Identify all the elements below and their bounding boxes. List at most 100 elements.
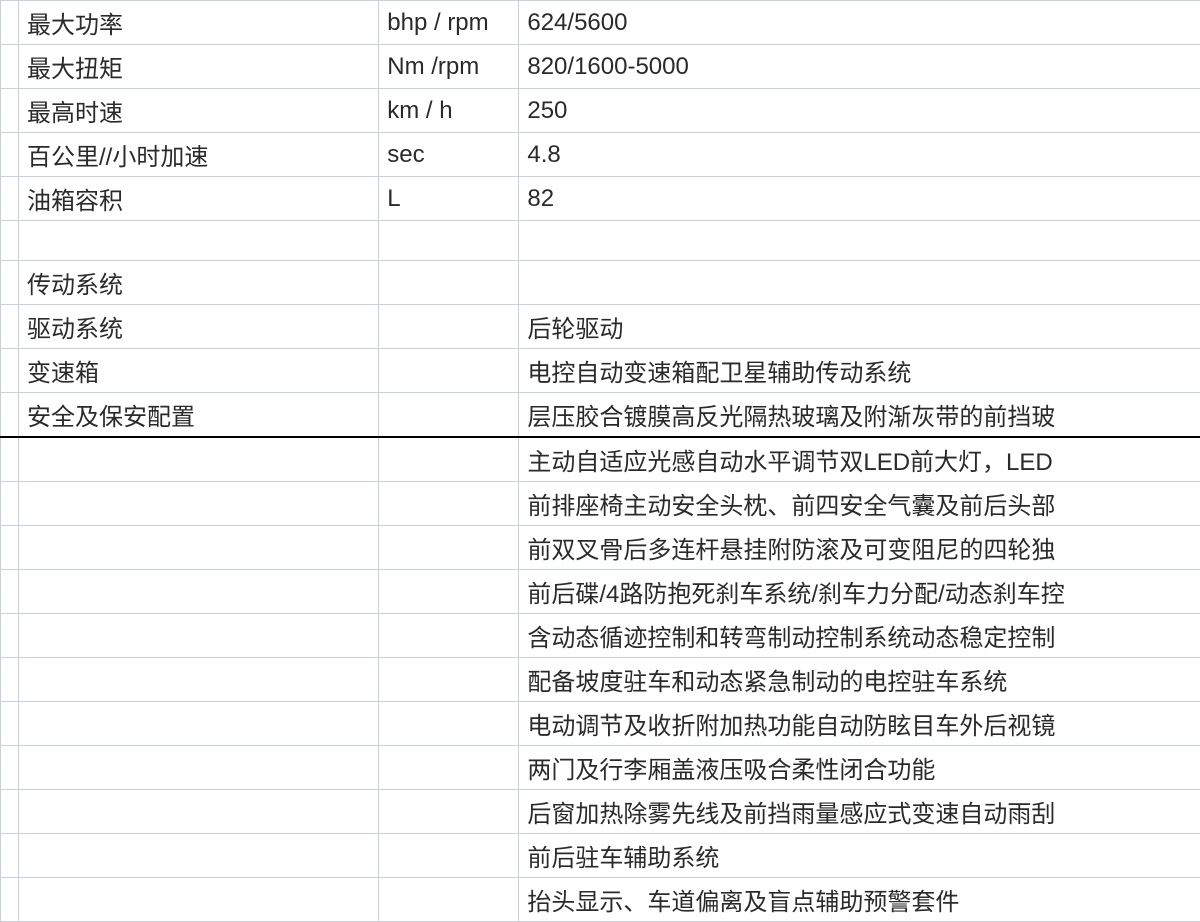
row-gutter [1, 349, 19, 393]
spec-unit [379, 261, 519, 305]
spec-label [19, 790, 379, 834]
spec-unit [379, 570, 519, 614]
spec-unit: Nm /rpm [379, 45, 519, 89]
spec-label [19, 221, 379, 261]
spec-value [519, 261, 1200, 305]
spec-label [19, 834, 379, 878]
table-row: 含动态循迹控制和转弯制动控制系统动态稳定控制 [1, 614, 1200, 658]
spec-label: 安全及保安配置 [19, 393, 379, 438]
spec-unit [379, 437, 519, 482]
spec-value: 后轮驱动 [519, 305, 1200, 349]
row-gutter [1, 834, 19, 878]
table-row: 百公里//小时加速sec4.8 [1, 133, 1200, 177]
spec-label [19, 570, 379, 614]
spec-unit [379, 614, 519, 658]
spec-unit [379, 349, 519, 393]
spec-label: 最大扭矩 [19, 45, 379, 89]
spec-value: 82 [519, 177, 1200, 221]
spec-value: 前后驻车辅助系统 [519, 834, 1200, 878]
spec-label [19, 658, 379, 702]
spec-value: 电控自动变速箱配卫星辅助传动系统 [519, 349, 1200, 393]
spec-label [19, 437, 379, 482]
spec-unit: bhp / rpm [379, 1, 519, 45]
table-row: 最大功率bhp / rpm624/5600 [1, 1, 1200, 45]
row-gutter [1, 261, 19, 305]
spec-value [519, 221, 1200, 261]
row-gutter [1, 702, 19, 746]
spec-label [19, 482, 379, 526]
spec-value: 两门及行李厢盖液压吸合柔性闭合功能 [519, 746, 1200, 790]
table-row: 前后驻车辅助系统 [1, 834, 1200, 878]
spec-unit [379, 305, 519, 349]
spec-value: 含动态循迹控制和转弯制动控制系统动态稳定控制 [519, 614, 1200, 658]
spec-value: 后窗加热除雾先线及前挡雨量感应式变速自动雨刮 [519, 790, 1200, 834]
row-gutter [1, 221, 19, 261]
spec-unit [379, 393, 519, 438]
table-row: 驱动系统 后轮驱动 [1, 305, 1200, 349]
spec-table: 最大功率bhp / rpm624/5600最大扭矩Nm /rpm820/1600… [0, 0, 1200, 922]
row-gutter [1, 437, 19, 482]
table-row: 配备坡度驻车和动态紧急制动的电控驻车系统 [1, 658, 1200, 702]
spec-label [19, 614, 379, 658]
row-gutter [1, 614, 19, 658]
table-row: 变速箱 电控自动变速箱配卫星辅助传动系统 [1, 349, 1200, 393]
spec-unit [379, 834, 519, 878]
spec-label [19, 702, 379, 746]
spec-value: 前后碟/4路防抱死刹车系统/刹车力分配/动态刹车控 [519, 570, 1200, 614]
table-row [1, 221, 1200, 261]
table-row: 最高时速km / h250 [1, 89, 1200, 133]
spec-value: 250 [519, 89, 1200, 133]
row-gutter [1, 133, 19, 177]
spec-unit [379, 221, 519, 261]
row-gutter [1, 305, 19, 349]
table-row: 前排座椅主动安全头枕、前四安全气囊及前后头部 [1, 482, 1200, 526]
table-row: 前后碟/4路防抱死刹车系统/刹车力分配/动态刹车控 [1, 570, 1200, 614]
spec-value: 4.8 [519, 133, 1200, 177]
spec-value: 前双叉骨后多连杆悬挂附防滚及可变阻尼的四轮独 [519, 526, 1200, 570]
row-gutter [1, 658, 19, 702]
spec-value: 配备坡度驻车和动态紧急制动的电控驻车系统 [519, 658, 1200, 702]
row-gutter [1, 89, 19, 133]
row-gutter [1, 570, 19, 614]
table-row: 最大扭矩Nm /rpm820/1600-5000 [1, 45, 1200, 89]
spec-unit [379, 482, 519, 526]
spec-unit: L [379, 177, 519, 221]
spec-unit [379, 658, 519, 702]
row-gutter [1, 177, 19, 221]
spec-unit [379, 790, 519, 834]
spec-label: 驱动系统 [19, 305, 379, 349]
spec-unit [379, 702, 519, 746]
spec-unit [379, 746, 519, 790]
table-row: 前双叉骨后多连杆悬挂附防滚及可变阻尼的四轮独 [1, 526, 1200, 570]
spec-value: 电动调节及收折附加热功能自动防眩目车外后视镜 [519, 702, 1200, 746]
spec-unit [379, 526, 519, 570]
table-row: 两门及行李厢盖液压吸合柔性闭合功能 [1, 746, 1200, 790]
row-gutter [1, 1, 19, 45]
spec-label: 最高时速 [19, 89, 379, 133]
spec-label [19, 526, 379, 570]
spec-label: 变速箱 [19, 349, 379, 393]
row-gutter [1, 746, 19, 790]
spec-label: 传动系统 [19, 261, 379, 305]
spec-unit: km / h [379, 89, 519, 133]
spec-unit: sec [379, 133, 519, 177]
row-gutter [1, 526, 19, 570]
table-row: 传动系统 [1, 261, 1200, 305]
row-gutter [1, 790, 19, 834]
spec-label [19, 746, 379, 790]
row-gutter [1, 482, 19, 526]
table-row: 后窗加热除雾先线及前挡雨量感应式变速自动雨刮 [1, 790, 1200, 834]
spec-label: 油箱容积 [19, 177, 379, 221]
table-row: 安全及保安配置 层压胶合镀膜高反光隔热玻璃及附渐灰带的前挡玻 [1, 393, 1200, 438]
spec-value: 624/5600 [519, 1, 1200, 45]
table-row: 主动自适应光感自动水平调节双LED前大灯，LED [1, 437, 1200, 482]
spec-value: 主动自适应光感自动水平调节双LED前大灯，LED [519, 437, 1200, 482]
table-row: 油箱容积L82 [1, 177, 1200, 221]
table-row: 电动调节及收折附加热功能自动防眩目车外后视镜 [1, 702, 1200, 746]
spec-label: 百公里//小时加速 [19, 133, 379, 177]
spec-label: 最大功率 [19, 1, 379, 45]
spec-value: 层压胶合镀膜高反光隔热玻璃及附渐灰带的前挡玻 [519, 393, 1200, 438]
spec-value: 前排座椅主动安全头枕、前四安全气囊及前后头部 [519, 482, 1200, 526]
row-gutter [1, 393, 19, 438]
row-gutter [1, 45, 19, 89]
